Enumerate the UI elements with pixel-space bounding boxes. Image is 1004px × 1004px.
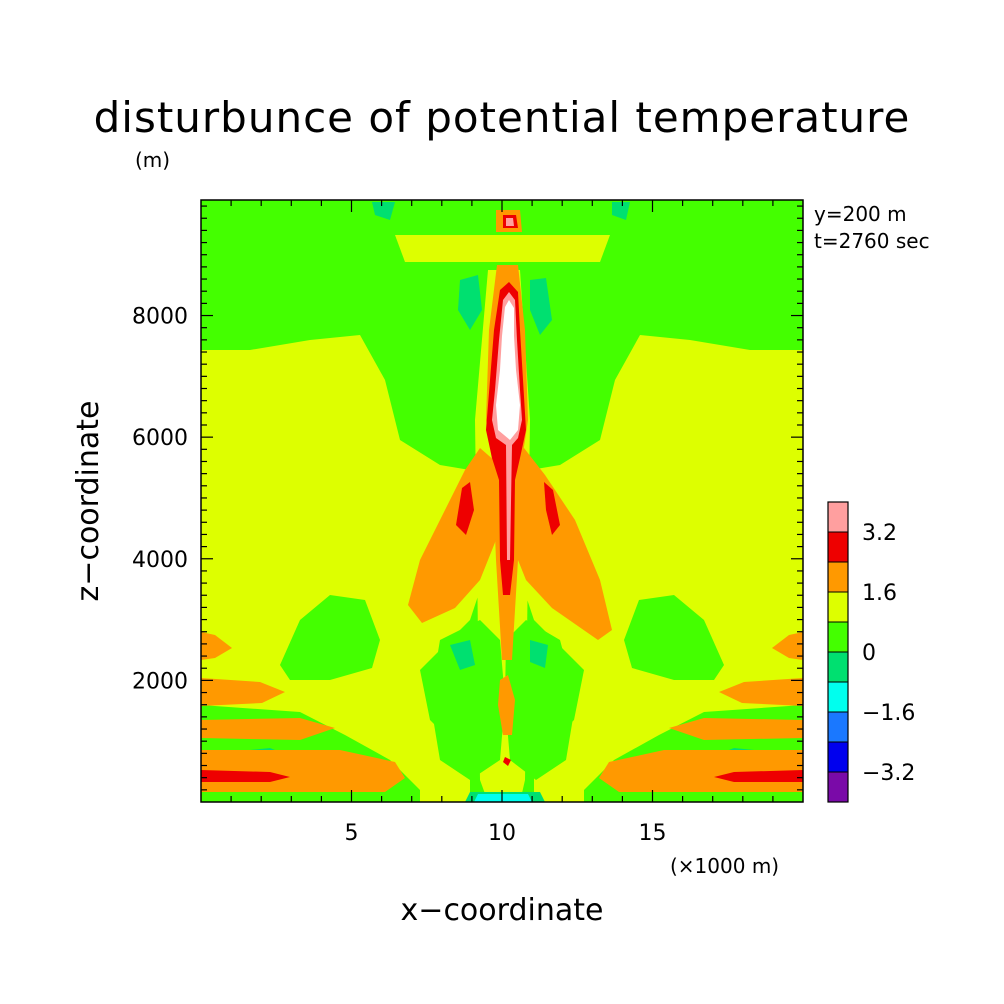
colorbar-swatch bbox=[828, 682, 848, 712]
region-warm-right bbox=[514, 335, 803, 802]
colorbar-swatch bbox=[828, 562, 848, 592]
y-tick-label: 4000 bbox=[132, 548, 188, 573]
band-right-2 bbox=[719, 678, 803, 706]
region-cold bbox=[474, 794, 532, 802]
colorbar-swatch bbox=[828, 772, 848, 802]
tick-labels: 5 10 15 2000 4000 6000 8000 bbox=[132, 305, 667, 846]
red-core-right bbox=[544, 482, 560, 535]
colorbar-swatch bbox=[828, 592, 848, 622]
colorbar-label: 1.6 bbox=[862, 581, 897, 606]
band-right-3 bbox=[669, 718, 803, 740]
x-tick-label: 15 bbox=[639, 821, 667, 846]
band-left-3 bbox=[201, 718, 335, 740]
wing-left bbox=[408, 448, 496, 623]
colorbar-label: −1.6 bbox=[862, 701, 915, 726]
band-right-1 bbox=[772, 632, 803, 660]
colorbar-label: 0 bbox=[862, 641, 876, 666]
y-axis-unit: (m) bbox=[135, 148, 170, 172]
annotation-y: y=200 m bbox=[814, 202, 907, 226]
band-left-1 bbox=[201, 632, 232, 660]
x-axis-unit: (×1000 m) bbox=[670, 854, 779, 878]
wing-right bbox=[510, 448, 612, 640]
colorbar-frame bbox=[827, 501, 849, 803]
hotter-plume bbox=[496, 300, 520, 440]
colorbar: −3.2 −1.6 0 1.6 3.2 bbox=[827, 501, 915, 803]
y-tick-label: 2000 bbox=[132, 669, 188, 694]
colorbar-swatch bbox=[828, 712, 848, 742]
region-minus-e bbox=[450, 640, 475, 670]
x-tick-label: 10 bbox=[488, 821, 516, 846]
y-tick-label: 8000 bbox=[132, 305, 188, 330]
band-left-2 bbox=[201, 678, 285, 706]
contour-field bbox=[201, 200, 803, 802]
red-band-left bbox=[201, 770, 290, 782]
hot-top bbox=[506, 218, 514, 226]
region-cool-mid-left bbox=[280, 595, 380, 680]
chart-title: disturbunce of potential temperature bbox=[94, 93, 911, 142]
region-cool-lower-column bbox=[430, 620, 505, 780]
colorbar-swatch bbox=[828, 532, 848, 562]
region-cool-lower-column-r bbox=[505, 620, 576, 780]
red-dot-low bbox=[503, 757, 511, 766]
x-axis-label: x−coordinate bbox=[401, 893, 604, 928]
region-warm-left bbox=[201, 335, 490, 802]
x-tick-label: 5 bbox=[345, 821, 359, 846]
colorbar-swatch bbox=[828, 652, 848, 682]
axis-ticks bbox=[201, 200, 803, 802]
y-tick-label: 6000 bbox=[132, 426, 188, 451]
column-warm-low bbox=[498, 675, 515, 735]
region-minus-c bbox=[372, 202, 395, 220]
region-minus-f bbox=[530, 640, 548, 668]
colorbar-swatch bbox=[828, 742, 848, 772]
region-minus-d bbox=[612, 202, 630, 220]
region-minus-a bbox=[458, 275, 482, 330]
colorbar-swatch bbox=[828, 622, 848, 652]
colorbar-label: 3.2 bbox=[862, 521, 897, 546]
colorbar-label: −3.2 bbox=[862, 761, 915, 786]
colorbar-swatch bbox=[828, 502, 848, 532]
red-band-right bbox=[714, 770, 803, 782]
y-axis-label: z−coordinate bbox=[71, 401, 106, 602]
region-minus-b bbox=[530, 278, 552, 335]
red-core-left bbox=[456, 482, 474, 535]
annotation-t: t=2760 sec bbox=[814, 229, 930, 253]
region-warm-top bbox=[395, 235, 610, 262]
region-cool-mid-right bbox=[624, 595, 724, 680]
